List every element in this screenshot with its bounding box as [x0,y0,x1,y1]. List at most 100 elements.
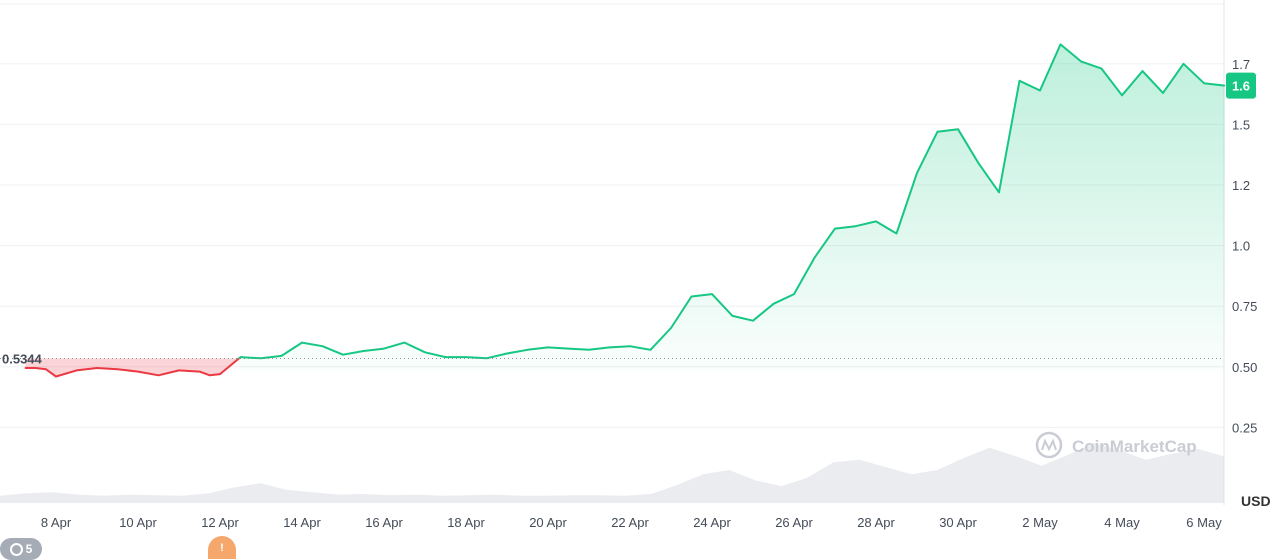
price-point[interactable] [75,369,78,372]
price-point[interactable] [485,357,488,360]
x-tick-label: 6 May [1186,515,1222,530]
price-point[interactable] [711,293,713,295]
x-tick-label: 8 Apr [41,515,72,530]
price-point[interactable] [55,375,57,378]
volume-area-shape [0,443,1224,503]
price-point[interactable] [239,356,242,358]
below-baseline-fill [25,358,239,377]
price-point[interactable] [301,341,303,344]
x-tick-label: 16 Apr [365,515,403,530]
price-point[interactable] [1018,80,1021,82]
price-point[interactable] [1223,84,1226,87]
x-tick-label: 10 Apr [119,515,157,530]
y-tick-label: 1.2 [1232,178,1250,193]
x-tick-label: 20 Apr [529,515,567,530]
price-point[interactable] [875,220,877,223]
y-tick-label: 0.75 [1232,299,1257,314]
price-point[interactable] [34,367,37,369]
price-point[interactable] [526,349,529,351]
price-point[interactable] [547,346,549,349]
price-point[interactable] [813,256,816,259]
current-price-label: 1.6 [1232,79,1250,94]
price-point[interactable] [588,349,590,351]
price-point[interactable] [444,356,447,358]
x-tick-label: 4 May [1104,515,1140,530]
price-point[interactable] [649,349,652,351]
price-point[interactable] [1182,63,1185,65]
price-point[interactable] [608,346,611,349]
price-line-up [238,43,1225,360]
event-marker-icon: ! [220,541,224,554]
currency-unit-label: USD [1241,493,1271,509]
price-series [24,43,1226,378]
x-tick-label: 26 Apr [775,515,813,530]
event-marker[interactable]: ! [208,536,236,559]
current-price-badge: 1.6 [1226,72,1256,99]
price-point[interactable] [362,350,365,352]
price-point[interactable] [465,356,467,358]
price-point[interactable] [506,352,508,355]
price-point[interactable] [834,227,836,230]
price-line-down [25,357,240,378]
price-point[interactable] [96,367,98,369]
price-point[interactable] [895,232,898,235]
price-point[interactable] [383,347,385,350]
price-point[interactable] [772,303,775,305]
price-point[interactable] [209,374,211,377]
price-point[interactable] [1121,94,1123,97]
price-point[interactable] [793,293,795,295]
price-point[interactable] [629,345,631,348]
price-point[interactable] [752,319,754,322]
x-tick-label: 14 Apr [283,515,321,530]
price-point[interactable] [403,341,406,344]
x-axis-ticks: 8 Apr 10 Apr 12 Apr 14 Apr 16 Apr 18 Apr 20 Ap… [41,515,1222,530]
history-badge[interactable]: 5 [0,538,42,560]
price-point[interactable] [1100,67,1103,70]
y-axis-ticks: 0.25 0.50 0.75 1.0 1.2 1.5 1.7 [1232,57,1257,436]
current-price-badge-box [1226,72,1256,99]
x-tick-label: 22 Apr [611,515,649,530]
coinmarketcap-logo-mark [1041,438,1057,452]
price-point[interactable] [690,295,693,298]
price-point[interactable] [670,327,672,329]
price-point[interactable] [424,351,426,354]
price-point[interactable] [321,345,324,348]
price-point[interactable] [137,370,139,373]
history-icon [9,542,23,556]
price-point[interactable] [342,353,344,356]
x-tick-label: 24 Apr [693,515,731,530]
price-point[interactable] [567,347,570,350]
price-point[interactable] [731,315,734,317]
x-tick-label: 18 Apr [447,515,485,530]
watermark-text: CoinMarketCap [1072,437,1197,456]
y-tick-label: 1.7 [1232,57,1250,72]
price-point[interactable] [198,370,201,373]
price-point[interactable] [1059,43,1062,46]
price-point[interactable] [116,368,119,371]
price-point[interactable] [1203,82,1205,84]
y-tick-label: 1.0 [1232,239,1250,254]
x-tick-label: 28 Apr [857,515,895,530]
price-point[interactable] [977,162,980,164]
price-point[interactable] [219,373,221,375]
price-point[interactable] [24,367,27,369]
price-point[interactable] [1039,89,1041,92]
above-baseline-fill [238,44,1225,373]
price-point[interactable] [916,172,918,174]
price-point[interactable] [178,369,180,372]
price-point[interactable] [936,130,939,133]
price-point[interactable] [957,128,959,130]
price-point[interactable] [280,355,283,357]
x-tick-label: 30 Apr [939,515,977,530]
price-point[interactable] [45,368,47,371]
price-point[interactable] [854,225,857,227]
price-point[interactable] [157,374,160,377]
price-point[interactable] [1162,92,1164,94]
price-point[interactable] [1080,60,1082,63]
price-point[interactable] [1141,70,1144,72]
y-tick-label: 0.25 [1232,420,1257,435]
x-tick-label: 2 May [1022,515,1058,530]
price-point[interactable] [998,191,1000,194]
